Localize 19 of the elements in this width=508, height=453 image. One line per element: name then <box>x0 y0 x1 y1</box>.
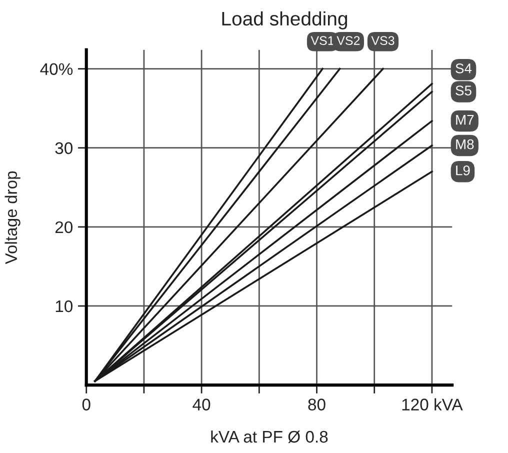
x-tick-label: 0 <box>82 398 90 410</box>
y-tick-label: 20 <box>55 221 73 234</box>
y-tick-label: 10 <box>56 300 73 312</box>
x-tick-label: 120 kVA <box>402 398 463 410</box>
series-label: S4 <box>456 63 472 74</box>
text: VS3 <box>371 36 394 45</box>
chart-title: Load shedding <box>222 11 348 30</box>
y-tick-label: 30 <box>55 142 73 154</box>
series-label: VS2 <box>336 36 360 45</box>
x-tick-label: 40 <box>192 398 210 410</box>
series-label: M7 <box>456 115 474 125</box>
x-tick-label: 80 <box>308 398 326 410</box>
y-axis-title: Voltage drop <box>4 171 20 264</box>
text: VS1 <box>310 36 334 45</box>
y-tick-label: 40% <box>40 63 73 76</box>
series-label: S5 <box>456 86 472 96</box>
series-label: L9 <box>456 165 470 176</box>
x-axis-title: kVA at PF Ø 0.8 <box>211 430 328 443</box>
series-label: M8 <box>456 139 474 150</box>
